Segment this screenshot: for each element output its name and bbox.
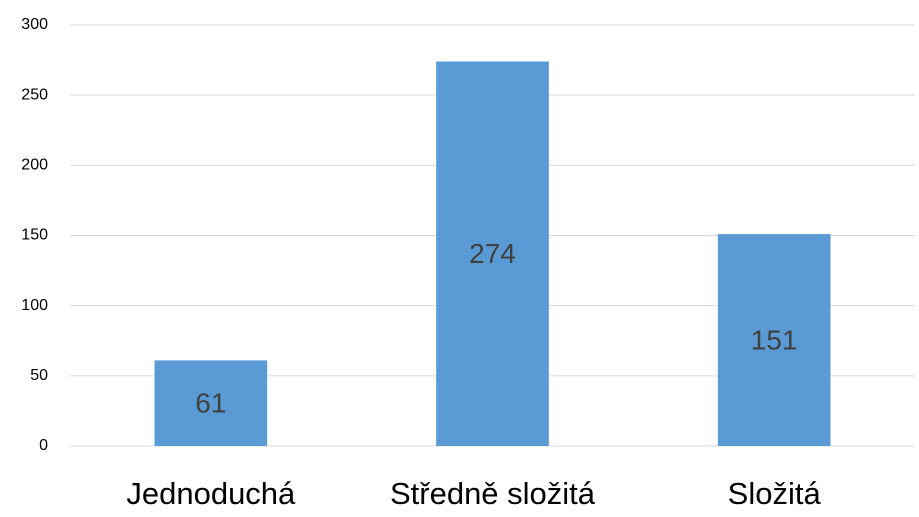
data-label: 61 [195,388,226,419]
x-tick-label: Středně složitá [390,476,596,511]
y-tick-label: 150 [21,227,48,244]
y-tick-label: 50 [30,367,48,384]
y-tick-label: 300 [21,16,48,33]
data-label: 151 [751,324,798,355]
y-tick-label: 200 [21,157,48,174]
bar [154,360,268,446]
y-tick-label: 100 [21,297,48,314]
bar [436,61,549,447]
y-tick-label: 250 [21,86,48,103]
y-tick-label: 0 [39,437,48,454]
x-tick-label: Složitá [728,476,822,511]
x-tick-label: Jednoduchá [126,476,296,511]
bar [717,234,831,446]
data-label: 274 [469,238,516,269]
